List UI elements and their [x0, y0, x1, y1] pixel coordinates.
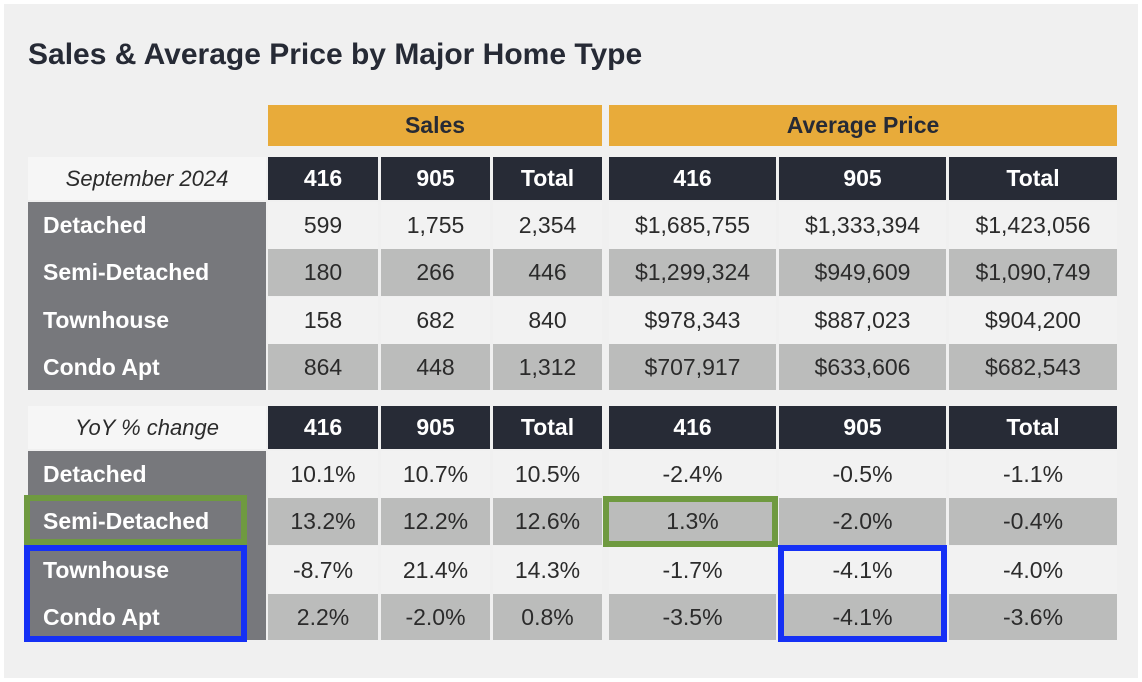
table-cell: 158: [268, 297, 378, 344]
table-cell: 864: [268, 344, 378, 390]
row-label: Detached: [43, 461, 147, 487]
table-cell: -4.1%: [779, 546, 946, 594]
table-cell: 266: [381, 249, 490, 296]
table-cell: $682,543: [949, 344, 1117, 390]
row-label-block: [28, 202, 266, 390]
table-cell: 10.1%: [268, 451, 378, 498]
table-cell: -0.4%: [949, 498, 1117, 545]
table-cell: $633,606: [779, 344, 946, 390]
table-cell: 12.6%: [493, 498, 602, 545]
table-cell: 1,755: [381, 202, 490, 249]
column-header: 416: [609, 406, 776, 449]
group-header-sales: Sales: [268, 105, 602, 146]
table-cell: 682: [381, 297, 490, 344]
table-cell: 0.8%: [493, 594, 602, 640]
table-cell: $904,200: [949, 297, 1117, 344]
table-cell: $707,917: [609, 344, 776, 390]
table-cell: 13.2%: [268, 498, 378, 545]
column-header: 905: [381, 157, 490, 200]
table-cell: 180: [268, 249, 378, 296]
table-cell: 446: [493, 249, 602, 296]
row-label: Semi-Detached: [43, 259, 210, 285]
table-cell: -0.5%: [779, 451, 946, 498]
column-header: Total: [949, 406, 1117, 449]
table-cell: 448: [381, 344, 490, 390]
table-cell: -3.5%: [609, 594, 776, 640]
table-cell: 2,354: [493, 202, 602, 249]
table-cell: $1,685,755: [609, 202, 776, 249]
table-cell: 10.7%: [381, 451, 490, 498]
row-label: Detached: [43, 212, 147, 238]
table-cell: -2.0%: [779, 498, 946, 545]
row-label: Condo Apt: [43, 603, 160, 630]
table-cell: -2.0%: [381, 594, 490, 640]
group-header-average-price: Average Price: [609, 105, 1117, 146]
table-cell: $1,423,056: [949, 202, 1117, 249]
column-header: 905: [779, 157, 946, 200]
table-cell: -3.6%: [949, 594, 1117, 640]
section-label: September 2024: [28, 157, 266, 200]
column-header: 416: [268, 406, 378, 449]
column-header: 416: [268, 157, 378, 200]
table-cell: $1,090,749: [949, 249, 1117, 296]
row-label: Semi-Detached: [43, 508, 210, 534]
table-cell: 1.3%: [609, 498, 776, 545]
table-cell: 14.3%: [493, 546, 602, 594]
column-header: Total: [949, 157, 1117, 200]
table-cell: $1,333,394: [779, 202, 946, 249]
table-cell: 21.4%: [381, 546, 490, 594]
row-label: Townhouse: [43, 556, 170, 583]
column-header: Total: [493, 157, 602, 200]
column-header: 905: [779, 406, 946, 449]
table-cell: 12.2%: [381, 498, 490, 545]
table-cell: -4.0%: [949, 546, 1117, 594]
table-cell: $978,343: [609, 297, 776, 344]
table-cell: 840: [493, 297, 602, 344]
table-cell: -8.7%: [268, 546, 378, 594]
table-cell: -1.1%: [949, 451, 1117, 498]
table-cell: 10.5%: [493, 451, 602, 498]
page-title: Sales & Average Price by Major Home Type: [28, 38, 643, 71]
column-header: 416: [609, 157, 776, 200]
table-cell: $949,609: [779, 249, 946, 296]
section-label: YoY % change: [28, 406, 266, 449]
column-header: Total: [493, 406, 602, 449]
row-label: Townhouse: [43, 307, 170, 333]
table-cell: -4.1%: [779, 594, 946, 640]
table-cell: $1,299,324: [609, 249, 776, 296]
table-cell: 1,312: [493, 344, 602, 390]
column-header: 905: [381, 406, 490, 449]
row-label: Condo Apt: [43, 353, 160, 380]
table-cell: -2.4%: [609, 451, 776, 498]
table-cell: -1.7%: [609, 546, 776, 594]
table-cell: 599: [268, 202, 378, 249]
table-cell: $887,023: [779, 297, 946, 344]
table-cell: 2.2%: [268, 594, 378, 640]
